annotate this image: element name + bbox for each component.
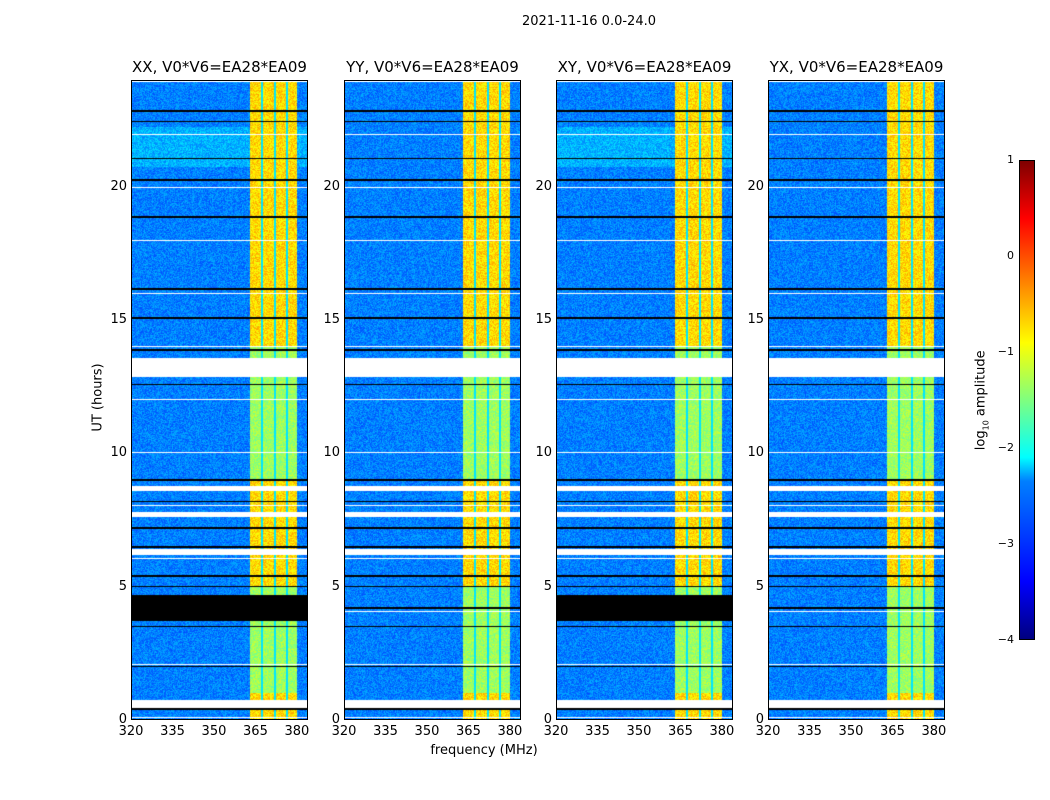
x-tick-label: 350	[414, 724, 440, 739]
x-tick-label: 365	[456, 724, 481, 739]
x-tick-label: 320	[331, 724, 357, 739]
colorbar-tick-label: 1	[1007, 153, 1014, 166]
y-tick-label: 0	[331, 712, 340, 727]
colorbar-tick-label: −1	[997, 345, 1014, 358]
y-tick-label: 20	[535, 178, 552, 194]
x-tick-label: 335	[797, 724, 822, 739]
colorbar-tick-label: −2	[997, 441, 1014, 454]
heatmap-panel-3	[768, 80, 945, 720]
heatmap-panel-1	[344, 80, 521, 720]
x-tick-label: 365	[668, 724, 693, 739]
y-tick-label: 0	[543, 712, 552, 727]
x-tick-label: 380	[921, 724, 947, 739]
x-tick-label: 380	[284, 724, 310, 739]
y-tick-label: 15	[323, 312, 340, 327]
y-tick-label: 15	[535, 312, 552, 327]
y-tick-label: 5	[118, 578, 127, 594]
x-tick-label: 350	[838, 724, 864, 739]
y-tick-label: 0	[118, 712, 127, 727]
y-tick-label: 20	[323, 178, 340, 194]
colorbar-label: log10 amplitude	[973, 350, 991, 451]
x-axis-label: frequency (MHz)	[430, 743, 538, 758]
x-tick-label: 365	[880, 724, 905, 739]
x-tick-label: 380	[709, 724, 735, 739]
x-tick-label: 350	[626, 724, 652, 739]
x-tick-label: 320	[755, 724, 781, 739]
y-tick-label: 0	[755, 712, 764, 727]
colorbar	[1019, 160, 1035, 640]
panel-title: XY, V0*V6=EA28*EA09	[557, 58, 732, 76]
x-tick-label: 365	[243, 724, 268, 739]
x-tick-label: 350	[201, 724, 227, 739]
y-tick-label: 5	[331, 578, 340, 594]
x-tick-label: 335	[585, 724, 610, 739]
heatmap-panel-0	[131, 80, 308, 720]
x-tick-label: 320	[543, 724, 569, 739]
x-tick-label: 380	[497, 724, 523, 739]
heatmap-panel-2	[556, 80, 733, 720]
x-tick-label: 335	[160, 724, 185, 739]
panel-title: YX, V0*V6=EA28*EA09	[769, 58, 944, 76]
figure-title: 2021-11-16 0.0-24.0	[522, 14, 656, 29]
panel-title: YY, V0*V6=EA28*EA09	[346, 58, 519, 76]
colorbar-tick-label: −3	[997, 537, 1014, 550]
x-tick-label: 320	[118, 724, 144, 739]
heatmap-image	[557, 81, 732, 719]
y-tick-label: 15	[110, 312, 127, 327]
heatmap-image	[769, 81, 944, 719]
y-tick-label: 20	[747, 178, 764, 194]
heatmap-image	[345, 81, 520, 719]
y-tick-label: 10	[323, 445, 340, 461]
y-tick-label: 10	[747, 445, 764, 461]
y-tick-label: 5	[755, 578, 764, 594]
colorbar-tick-label: −4	[997, 633, 1014, 646]
panel-title: XX, V0*V6=EA28*EA09	[132, 58, 307, 76]
heatmap-image	[132, 81, 307, 719]
y-tick-label: 20	[110, 178, 127, 194]
y-tick-label: 5	[543, 578, 552, 594]
y-tick-label: 15	[747, 312, 764, 327]
y-tick-label: 10	[535, 445, 552, 461]
colorbar-tick-label: 0	[1007, 249, 1014, 262]
y-axis-label: UT (hours)	[90, 363, 106, 432]
x-tick-label: 335	[373, 724, 398, 739]
y-tick-label: 10	[110, 445, 127, 461]
